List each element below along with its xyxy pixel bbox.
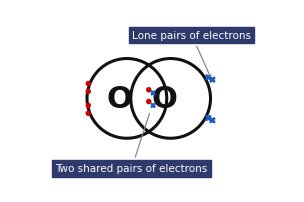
Circle shape (131, 59, 210, 139)
Text: O: O (107, 84, 133, 113)
Circle shape (86, 82, 90, 86)
Circle shape (147, 88, 151, 92)
Circle shape (86, 104, 90, 108)
Circle shape (86, 90, 90, 94)
Text: Two shared pairs of electrons: Two shared pairs of electrons (55, 114, 208, 174)
Circle shape (86, 112, 90, 116)
Circle shape (147, 100, 151, 104)
Text: O: O (151, 84, 177, 113)
Text: Lone pairs of electrons: Lone pairs of electrons (132, 31, 251, 77)
Circle shape (87, 59, 167, 139)
